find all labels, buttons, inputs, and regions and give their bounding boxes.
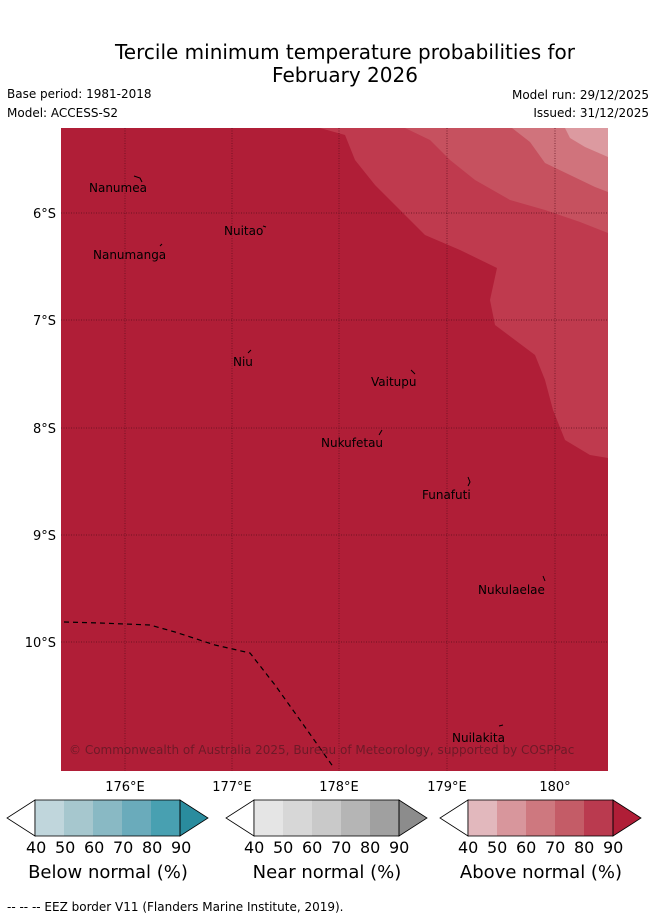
place-label: Vaitupu <box>371 375 417 389</box>
prob-area-above-50 <box>565 128 608 157</box>
colorbar-tick: 70 <box>545 838 566 857</box>
colorbar-tick: 90 <box>603 838 624 857</box>
colorbar-swatches <box>439 799 642 837</box>
island-nanumea <box>133 175 143 183</box>
colorbar-swatch <box>370 800 399 836</box>
colorbar-extend-low <box>225 799 255 837</box>
colorbar-tick: 60 <box>84 838 105 857</box>
colorbar-tick: 80 <box>142 838 163 857</box>
colorbar-tick: 50 <box>273 838 294 857</box>
island-nukufetau <box>378 429 383 436</box>
place-label: Nukulaelae <box>478 583 545 597</box>
colorbar-swatch <box>35 800 64 836</box>
colorbar-swatches <box>225 799 428 837</box>
colorbar-swatch <box>122 800 151 836</box>
prob-area-above-80 <box>320 128 608 458</box>
colorbar-swatch <box>341 800 370 836</box>
colorbar-swatch <box>64 800 93 836</box>
island-nanumanga <box>159 243 163 247</box>
colorbar-near: 40 50 60 70 80 90 Near normal (%) <box>225 798 430 883</box>
colorbar-extend-low <box>6 799 36 837</box>
place-label: Nanumea <box>89 181 147 195</box>
colorbar-tick: 50 <box>55 838 76 857</box>
map-credit: © Commonwealth of Australia 2025, Bureau… <box>69 743 574 757</box>
colorbar-swatch <box>584 800 613 836</box>
lat-label: 10°S <box>25 636 56 651</box>
colorbar-extend-high <box>179 799 209 837</box>
eez-border <box>63 621 335 769</box>
island-funafuti <box>467 476 471 487</box>
base-period: Base period: 1981-2018 <box>7 87 152 101</box>
lon-label: 178°E <box>319 780 359 795</box>
gridlines <box>61 128 608 771</box>
colorbar-tick: 60 <box>302 838 323 857</box>
colorbar-swatch <box>93 800 122 836</box>
colorbar-extend-high <box>398 799 428 837</box>
map: Nanumea Nuitao Nanumanga Niu Vaitupu Nuk… <box>25 128 608 795</box>
island-nuitao <box>262 225 267 228</box>
title-line-1: Tercile minimum temperature probabilitie… <box>114 40 576 64</box>
colorbar-swatches <box>6 799 209 837</box>
place-label: Niu <box>233 355 253 369</box>
lon-label: 176°E <box>105 780 145 795</box>
title-line-2: February 2026 <box>272 63 418 87</box>
colorbar-swatch <box>526 800 555 836</box>
colorbar-tick: 60 <box>516 838 537 857</box>
colorbar-title: Near normal (%) <box>252 862 402 883</box>
island-nukulaelae <box>542 575 546 582</box>
place-label: Funafuti <box>422 488 471 502</box>
island-nuilakita <box>498 724 504 727</box>
colorbar-near-graphic <box>225 799 428 837</box>
lat-label: 7°S <box>33 314 56 329</box>
colorbar-below-graphic <box>6 799 209 837</box>
island-niu <box>247 349 252 354</box>
place-label: Nukufetau <box>321 436 383 450</box>
colorbar-extend-low <box>439 799 469 837</box>
colorbar-tick: 40 <box>458 838 479 857</box>
colorbar-above: 40 50 60 70 80 90 Above normal (%) <box>439 798 644 883</box>
place-label: Nanumanga <box>93 248 166 262</box>
island-vaitupu <box>410 369 416 375</box>
place-label: Nuitao <box>224 224 263 238</box>
colorbar-tick: 90 <box>389 838 410 857</box>
lat-label: 6°S <box>33 207 56 222</box>
colorbar-border <box>253 799 400 837</box>
colorbar-swatch <box>555 800 584 836</box>
lon-label: 179°E <box>427 780 467 795</box>
lat-label: 8°S <box>33 422 56 437</box>
lon-label: 177°E <box>212 780 252 795</box>
colorbar-border <box>467 799 614 837</box>
colorbar-tick: 40 <box>26 838 47 857</box>
colorbar-tick: 70 <box>331 838 352 857</box>
colorbar-swatch <box>312 800 341 836</box>
colorbar-tick: 50 <box>487 838 508 857</box>
colorbar-tick: 80 <box>360 838 381 857</box>
place-label: Nuilakita <box>452 731 505 745</box>
lat-label: 9°S <box>33 529 56 544</box>
lon-label: 180° <box>539 780 570 795</box>
colorbar-swatch <box>468 800 497 836</box>
colorbar-tick: 40 <box>244 838 265 857</box>
colorbar-swatch <box>497 800 526 836</box>
colorbar-swatch <box>283 800 312 836</box>
issued-date: Issued: 31/12/2025 <box>533 106 649 120</box>
islands <box>133 175 546 727</box>
colorbar-swatch <box>254 800 283 836</box>
colorbar-tick: 90 <box>171 838 192 857</box>
colorbar-extend-high <box>612 799 642 837</box>
colorbar-tick: 80 <box>574 838 595 857</box>
colorbar-border <box>34 799 181 837</box>
footnote: -- -- -- EEZ border V11 (Flanders Marine… <box>7 900 344 914</box>
colorbar-tick: 70 <box>113 838 134 857</box>
colorbar-below: 40 50 60 70 80 90 Below normal (%) <box>6 798 211 883</box>
colorbar-title: Below normal (%) <box>28 862 188 883</box>
model-run: Model run: 29/12/2025 <box>511 88 649 102</box>
colorbar-swatch <box>151 800 180 836</box>
model-name: Model: ACCESS-S2 <box>7 106 119 120</box>
colorbar-above-graphic <box>439 799 642 837</box>
chart-title: Tercile minimum temperature probabilitie… <box>0 41 655 87</box>
colorbar-title: Above normal (%) <box>459 862 623 883</box>
